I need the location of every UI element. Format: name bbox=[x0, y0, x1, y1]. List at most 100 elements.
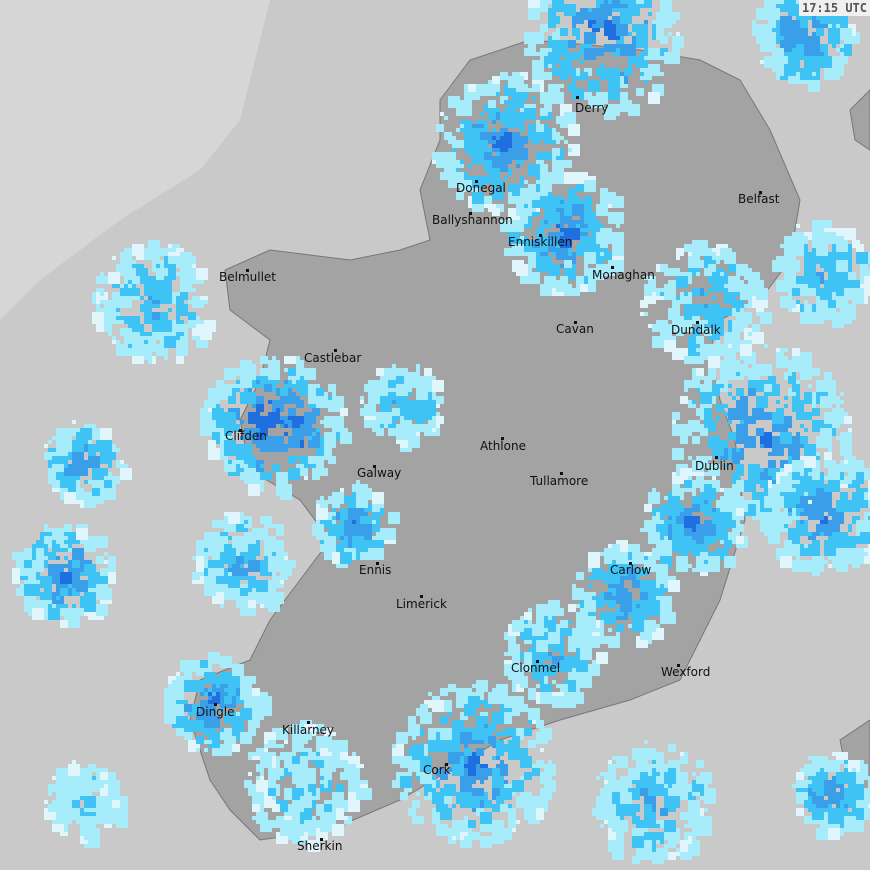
rain-cell bbox=[240, 472, 248, 480]
rain-cell bbox=[276, 448, 280, 452]
rain-cell bbox=[644, 620, 656, 632]
rain-cell bbox=[164, 324, 172, 332]
rain-cell bbox=[540, 4, 544, 8]
rain-cell bbox=[616, 804, 624, 812]
rain-cell bbox=[848, 268, 852, 272]
rain-cell bbox=[264, 472, 272, 480]
rain-cell bbox=[208, 696, 212, 700]
rain-cell bbox=[140, 276, 148, 284]
rain-cell bbox=[108, 472, 112, 476]
rain-cell bbox=[724, 524, 728, 528]
rain-cell bbox=[560, 280, 568, 288]
rain-cell bbox=[636, 784, 640, 788]
rain-cell bbox=[692, 316, 700, 324]
rain-cell bbox=[828, 468, 840, 480]
rain-cell bbox=[552, 236, 556, 240]
rain-cell bbox=[820, 768, 824, 772]
rain-cell bbox=[200, 692, 204, 696]
rain-cell bbox=[760, 468, 764, 472]
rain-cell bbox=[656, 752, 660, 756]
rain-cell bbox=[504, 220, 516, 232]
rain-cell bbox=[612, 0, 620, 8]
rain-cell bbox=[764, 0, 776, 12]
rain-cell bbox=[236, 380, 240, 384]
rain-cell bbox=[648, 852, 656, 860]
rain-cell bbox=[252, 376, 256, 380]
rain-cell bbox=[776, 496, 784, 504]
rain-cell bbox=[644, 816, 656, 828]
rain-cell bbox=[500, 808, 504, 812]
rain-cell bbox=[840, 52, 844, 56]
rain-cell bbox=[764, 412, 772, 420]
rain-cell bbox=[52, 456, 56, 460]
rain-cell bbox=[252, 404, 256, 408]
rain-cell bbox=[496, 88, 500, 92]
rain-cell bbox=[724, 272, 728, 276]
rain-cell bbox=[756, 16, 760, 20]
rain-cell bbox=[804, 268, 816, 280]
rain-cell bbox=[292, 384, 296, 388]
rain-cell bbox=[668, 596, 672, 600]
rain-cell bbox=[252, 708, 256, 712]
rain-cell bbox=[264, 604, 268, 608]
rain-cell bbox=[524, 772, 532, 780]
rain-cell bbox=[528, 252, 536, 260]
rain-cell bbox=[756, 36, 764, 44]
rain-cell bbox=[528, 740, 536, 748]
rain-cell bbox=[612, 24, 616, 28]
rain-cell bbox=[192, 264, 196, 268]
rain-cell bbox=[560, 200, 564, 204]
rain-cell bbox=[392, 780, 400, 788]
rain-cell bbox=[800, 404, 804, 408]
rain-cell bbox=[120, 284, 124, 288]
rain-cell bbox=[648, 276, 652, 280]
rain-cell bbox=[696, 792, 700, 796]
rain-cell bbox=[492, 804, 500, 812]
rain-cell bbox=[276, 532, 280, 536]
rain-cell bbox=[532, 84, 540, 92]
rain-cell bbox=[404, 400, 408, 404]
rain-cell bbox=[524, 48, 532, 56]
rain-cell bbox=[292, 728, 304, 740]
rain-cell bbox=[724, 496, 736, 508]
rain-cell bbox=[704, 416, 712, 424]
rain-cell bbox=[232, 424, 240, 432]
rain-cell bbox=[184, 680, 196, 692]
rain-cell bbox=[192, 720, 204, 732]
rain-cell bbox=[204, 576, 208, 580]
rain-cell bbox=[280, 388, 288, 396]
rain-cell bbox=[636, 88, 644, 96]
rain-cell bbox=[388, 512, 400, 524]
rain-cell bbox=[704, 504, 712, 512]
rain-cell bbox=[620, 824, 624, 828]
rain-cell bbox=[652, 24, 656, 28]
rain-cell bbox=[840, 44, 844, 48]
rain-cell bbox=[224, 544, 232, 552]
rain-cell bbox=[16, 560, 24, 568]
rain-cell bbox=[816, 760, 828, 772]
rain-cell bbox=[564, 112, 576, 124]
rain-cell bbox=[680, 812, 684, 816]
rain-cell bbox=[96, 304, 100, 308]
rain-cell bbox=[828, 436, 832, 440]
rain-cell bbox=[800, 520, 804, 524]
rain-cell bbox=[544, 8, 548, 12]
rain-cell bbox=[836, 484, 840, 488]
rain-cell bbox=[652, 516, 660, 524]
rain-cell bbox=[588, 80, 600, 92]
rain-cell bbox=[832, 408, 840, 416]
rain-cell bbox=[316, 508, 328, 520]
rain-cell bbox=[704, 316, 708, 320]
rain-cell bbox=[348, 780, 352, 784]
rain-cell bbox=[60, 572, 72, 584]
rain-cell bbox=[480, 124, 484, 128]
rain-cell bbox=[728, 312, 732, 316]
rain-cell bbox=[464, 136, 468, 140]
rain-cell bbox=[772, 428, 776, 432]
rain-cell bbox=[116, 284, 120, 288]
rain-cell bbox=[324, 540, 328, 544]
rain-cell bbox=[244, 428, 256, 440]
rain-cell bbox=[176, 316, 180, 320]
rain-cell bbox=[464, 148, 468, 152]
